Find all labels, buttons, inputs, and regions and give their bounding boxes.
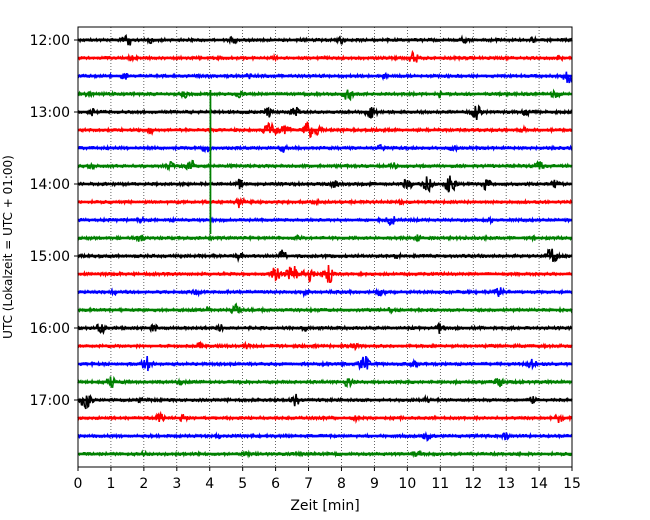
y-tick-label-5: 17:00 bbox=[30, 393, 70, 409]
y-tick-label-3: 15:00 bbox=[30, 249, 70, 265]
x-tick-label-1: 1 bbox=[106, 476, 115, 492]
x-tick-label-6: 6 bbox=[271, 476, 280, 492]
x-tick-label-5: 5 bbox=[238, 476, 247, 492]
plot-frame bbox=[77, 26, 573, 468]
vertical-grid bbox=[110, 27, 540, 467]
trace-group bbox=[77, 34, 573, 459]
x-tick-label-12: 12 bbox=[464, 476, 482, 492]
x-tick-label-14: 14 bbox=[530, 476, 548, 492]
x-tick-label-4: 4 bbox=[205, 476, 214, 492]
x-tick-label-8: 8 bbox=[337, 476, 346, 492]
x-tick-label-9: 9 bbox=[370, 476, 379, 492]
y-axis-label: UTC (Lokalzeit = UTC + 01:00) bbox=[1, 155, 15, 339]
x-tick-label-0: 0 bbox=[74, 476, 83, 492]
x-tick-label-3: 3 bbox=[172, 476, 181, 492]
x-axis-label: Zeit [min] bbox=[290, 498, 359, 514]
x-tick-label-10: 10 bbox=[398, 476, 416, 492]
x-tick-label-13: 13 bbox=[497, 476, 515, 492]
y-tick-label-2: 14:00 bbox=[30, 177, 70, 193]
x-axis-ticks: 0 1 2 3 4 5 6 7 8 9 10 11 12 13 14 15 bbox=[74, 467, 581, 492]
plot-area bbox=[78, 27, 572, 467]
x-tick-label-2: 2 bbox=[139, 476, 148, 492]
y-tick-label-1: 13:00 bbox=[30, 105, 70, 121]
x-tick-label-11: 11 bbox=[431, 476, 449, 492]
x-tick-label-15: 15 bbox=[563, 476, 581, 492]
y-axis-ticks: 12:00 13:00 14:00 15:00 16:00 17:00 bbox=[30, 33, 78, 409]
x-tick-label-7: 7 bbox=[304, 476, 313, 492]
y-tick-label-4: 16:00 bbox=[30, 321, 70, 337]
y-tick-label-0: 12:00 bbox=[30, 33, 70, 49]
